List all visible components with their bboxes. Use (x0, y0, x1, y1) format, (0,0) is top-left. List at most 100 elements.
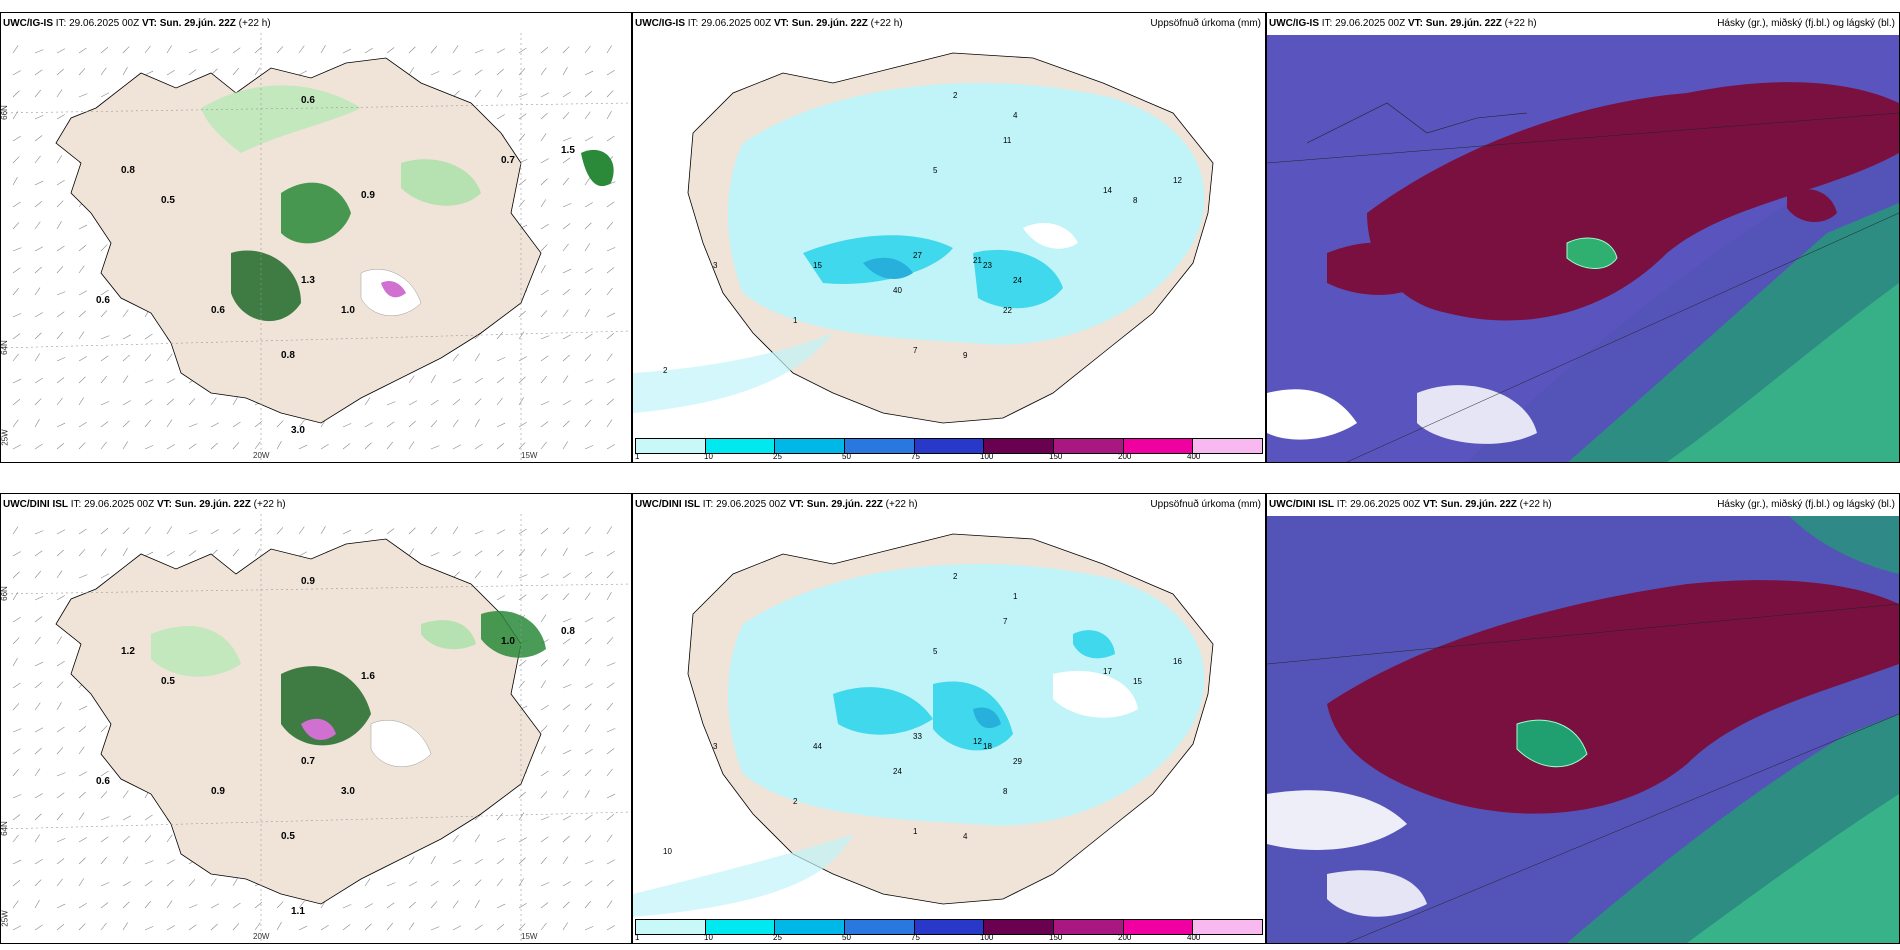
wind-barb (122, 334, 132, 340)
wind-barb (562, 856, 569, 865)
wind-barb (540, 882, 550, 887)
wind-barb (430, 901, 438, 909)
init-time: IT: 29.06.2025 00Z (1321, 18, 1406, 29)
wind-barb (408, 67, 415, 76)
wind-barb (342, 924, 351, 931)
wind-barb (78, 705, 88, 711)
wind-barb (100, 527, 109, 535)
wind-barb (540, 375, 548, 384)
wind-map-panel-2[interactable]: UWC/DINI ISL IT: 29.06.2025 00Z VT: Sun.… (0, 493, 632, 944)
precip-amount-label: 2 (953, 572, 958, 581)
wind-barb (56, 702, 62, 711)
wind-barb (12, 814, 21, 821)
wind-barb (166, 879, 174, 887)
precip-amount-label: 27 (913, 251, 922, 260)
wind-barb (276, 901, 284, 909)
wind-barb (496, 89, 503, 98)
lon-label-25w: 25W (0, 429, 10, 446)
cloud-map-panel-1[interactable]: UWC/IG-IS IT: 29.06.2025 00Z VT: Sun. 29… (1266, 12, 1900, 463)
wind-barb (584, 267, 593, 274)
wind-barb (144, 814, 153, 821)
precip-value-label: 0.8 (121, 165, 135, 176)
wind-barb (474, 353, 481, 362)
wind-barb (144, 835, 152, 843)
wind-barb (210, 529, 219, 535)
wind-barb (144, 526, 151, 535)
precip-amount-label: 17 (1103, 667, 1112, 676)
wind-barb (606, 834, 613, 843)
wind-barb (452, 551, 461, 557)
wind-barb (540, 223, 549, 230)
init-time: IT: 29.06.2025 00Z (70, 499, 155, 510)
wind-barb (584, 769, 592, 777)
wind-barb (56, 377, 65, 384)
wind-barb (474, 49, 484, 54)
wind-barb (298, 444, 308, 450)
wind-barb (56, 792, 65, 799)
wind-barb (100, 289, 109, 296)
valid-time: VT: Sun. 29.jún. 22Z (1422, 499, 1517, 510)
wind-barb (584, 835, 592, 843)
wind-barb (100, 401, 110, 406)
valid-time: VT: Sun. 29.jún. 22Z (773, 18, 868, 29)
cloud-map (1267, 514, 1899, 943)
wind-barb (606, 859, 616, 865)
legend-colorbar (635, 438, 1263, 454)
wind-barb (606, 398, 614, 406)
wind-barb (56, 838, 66, 843)
precip-map-panel-2[interactable]: UWC/DINI ISL IT: 29.06.2025 00Z VT: Sun.… (632, 493, 1266, 944)
wind-barb (518, 549, 526, 557)
wind-barb (12, 378, 22, 384)
wind-barb (298, 551, 308, 557)
wind-barb (540, 355, 549, 362)
wind-barb (56, 772, 66, 777)
wind-barb (540, 680, 547, 689)
wind-barb (122, 400, 131, 406)
wind-barb (452, 925, 462, 931)
wind-barb (78, 331, 85, 340)
lon-label-15w: 15W (521, 932, 538, 941)
wind-barb (56, 114, 65, 120)
precip-amount-label: 24 (1013, 276, 1022, 285)
wind-barb (254, 548, 261, 557)
wind-barb (540, 573, 550, 579)
wind-barb (584, 748, 593, 755)
precip-value-label: 0.6 (96, 776, 110, 787)
wind-barb (540, 922, 547, 931)
wind-barb (540, 67, 547, 76)
wind-barb (34, 287, 41, 296)
legend-tick: 10 (704, 933, 713, 942)
wind-barb (56, 923, 65, 931)
cloud-map-panel-2[interactable]: UWC/DINI ISL IT: 29.06.2025 00Z VT: Sun.… (1266, 493, 1900, 944)
wind-barb (144, 379, 154, 384)
wind-barb (78, 397, 85, 406)
wind-barb (122, 790, 129, 799)
panel-header: UWC/IG-IS IT: 29.06.2025 00Z VT: Sun. 29… (633, 13, 1265, 35)
wind-barb (518, 397, 525, 406)
wind-barb (188, 443, 197, 450)
wind-barb (496, 68, 504, 76)
wind-barb (34, 332, 42, 340)
wind-barb (540, 46, 549, 54)
wind-barb (144, 900, 152, 909)
wind-barb (34, 793, 43, 799)
precip-amount-label: 21 (973, 256, 982, 265)
wind-map-panel-1[interactable]: UWC/IG-IS IT: 29.06.2025 00Z VT: Sun. 29… (0, 12, 632, 463)
precip-amount-label: 18 (983, 742, 992, 751)
wind-barb (474, 879, 482, 887)
precip-amount-label: 24 (893, 767, 902, 776)
wind-barb (12, 616, 21, 623)
precip-value-label: 0.7 (501, 155, 515, 166)
precip-value-label: 0.9 (211, 786, 225, 797)
precip-map-panel-1[interactable]: UWC/IG-IS IT: 29.06.2025 00Z VT: Sun. 29… (632, 12, 1266, 463)
wind-barb (34, 135, 43, 142)
wind-barb (144, 419, 152, 428)
wind-barb (540, 244, 548, 252)
wind-barb (122, 527, 130, 535)
precip-legend: 1 10 25 50 75 100 150 200 400 (633, 917, 1265, 943)
wind-barb (606, 702, 614, 711)
wind-barb (496, 923, 505, 931)
wind-barb (56, 529, 66, 535)
wind-barb (78, 574, 88, 579)
wind-barb (606, 728, 616, 733)
